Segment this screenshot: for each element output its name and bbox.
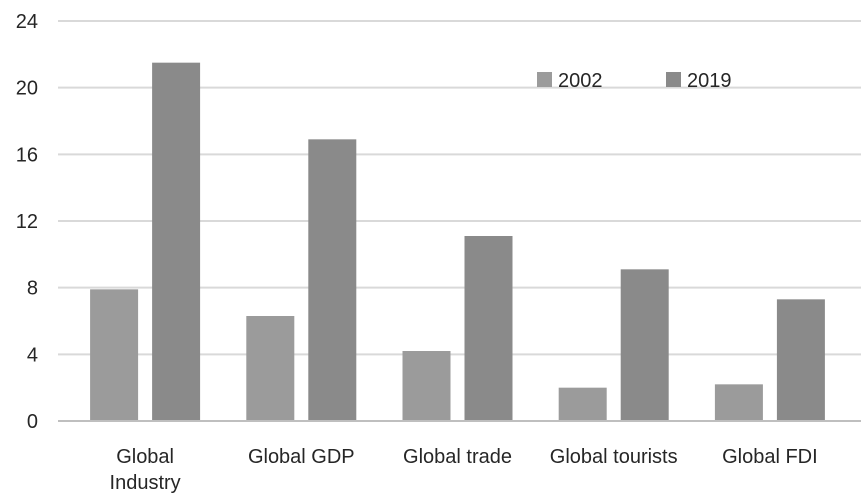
bar-2002-4 xyxy=(714,384,763,421)
legend-swatch-2002 xyxy=(537,72,552,87)
y-axis: 0 4 8 12 16 20 24 xyxy=(16,11,38,433)
bar-2019-1 xyxy=(308,139,357,422)
y-tick-label: 16 xyxy=(16,144,38,166)
y-tick-label: 20 xyxy=(16,78,38,100)
y-tick-label: 4 xyxy=(27,344,38,366)
bar-2019-2 xyxy=(464,236,513,421)
bar-2002-2 xyxy=(402,351,451,421)
x-tick-label: Global FDI xyxy=(722,446,818,468)
legend: 2002 2019 xyxy=(537,70,732,92)
y-tick-label: 12 xyxy=(16,211,38,233)
bar-2002-1 xyxy=(246,316,295,421)
x-tick-label: Global trade xyxy=(403,446,512,468)
bar-2019-4 xyxy=(776,299,825,421)
y-tick-label: 24 xyxy=(16,11,38,33)
bar-2002-0 xyxy=(90,289,139,421)
legend-label: 2019 xyxy=(687,70,732,92)
bars xyxy=(90,62,825,422)
y-tick-label: 0 xyxy=(27,411,38,433)
x-tick-label: Global GDP xyxy=(248,446,355,468)
bar-2002-3 xyxy=(558,387,607,421)
y-tick-label: 8 xyxy=(27,278,38,300)
x-tick-label: Global Industry xyxy=(110,446,181,494)
bar-2019-3 xyxy=(620,269,669,421)
bar-2019-0 xyxy=(152,62,201,422)
legend-label: 2002 xyxy=(558,70,603,92)
legend-swatch-2019 xyxy=(666,72,681,87)
x-tick-label: Global tourists xyxy=(550,446,678,468)
x-axis: Global Industry Global GDP Global trade Glob… xyxy=(58,420,861,494)
